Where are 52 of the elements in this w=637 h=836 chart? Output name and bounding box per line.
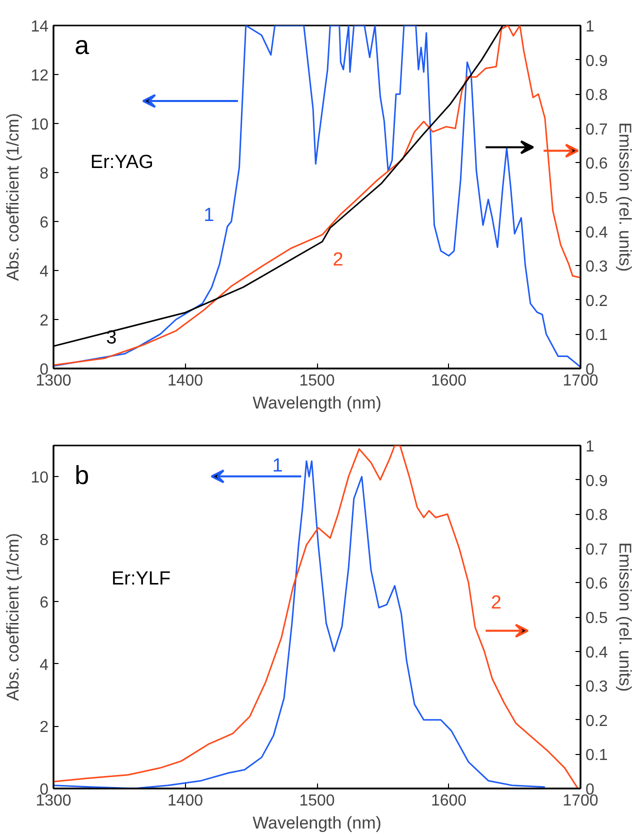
y2-tick-label: 0.3 (586, 258, 608, 276)
y-tick-label: 10 (30, 116, 49, 134)
y2-tick-label: 0.1 (586, 747, 608, 764)
x-tick-label: 1600 (430, 372, 467, 390)
annotation: a (74, 30, 90, 60)
y2-tick-label: 0.7 (586, 541, 608, 558)
y2-tick-label: 1 (586, 18, 594, 36)
x-tick-label: 1400 (167, 792, 204, 810)
x-tick-label: 1500 (299, 792, 335, 810)
y-axis-title: Abs. coefficient (1/cm) (4, 533, 23, 701)
y-tick-label: 6 (40, 214, 49, 232)
annotation: 2 (332, 250, 344, 271)
y2-tick-label: 0.2 (586, 292, 608, 310)
annotation: b (74, 460, 90, 490)
annotation: 1 (272, 455, 283, 476)
y2-tick-label: 0.9 (586, 472, 608, 490)
y2-tick-label: 0.2 (586, 712, 608, 730)
y2-tick-label: 0.5 (586, 190, 608, 207)
x-tick-label: 1400 (167, 372, 204, 390)
y2-tick-label: 0.6 (586, 156, 608, 173)
y-tick-label: 2 (40, 312, 49, 330)
x-tick-label: 1600 (430, 792, 467, 810)
y-tick-label: 8 (40, 166, 49, 182)
y-tick-label: 6 (40, 594, 49, 612)
y-tick-label: 14 (30, 18, 49, 36)
x-axis-title: Wavelength (nm) (252, 394, 382, 412)
y2-tick-label: 0.4 (586, 644, 608, 662)
y2-tick-label: 0.1 (586, 327, 608, 344)
y2-tick-label: 0.8 (586, 507, 608, 524)
y-tick-label: 12 (30, 68, 49, 84)
y2-tick-label: 1 (586, 438, 594, 456)
y2-tick-label: 0.5 (586, 610, 608, 627)
y-tick-label: 4 (40, 264, 49, 280)
y-tick-label: 8 (40, 532, 49, 550)
y2-tick-label: 0.3 (586, 678, 608, 696)
y2-tick-label: 0.9 (586, 52, 608, 70)
x-tick-label: 1500 (299, 372, 335, 390)
y2-axis-title: Emission (rel. units) (616, 542, 635, 692)
y-axis-title: Abs. coefficient (1/cm) (4, 113, 23, 281)
y2-tick-label: 0.7 (586, 121, 608, 138)
y2-tick-label: 0.4 (586, 224, 608, 242)
y-tick-label: 10 (30, 470, 49, 487)
y2-axis-title: Emission (rel. units) (616, 122, 635, 272)
annotation: Er:YLF (111, 568, 171, 590)
y2-tick-label: 0.6 (586, 576, 608, 593)
y-tick-label: 4 (40, 656, 49, 674)
x-axis-title: Wavelength (nm) (252, 814, 382, 832)
annotation: 2 (490, 592, 502, 614)
y2-tick-label: 0.8 (586, 87, 608, 104)
y-tick-label: 2 (40, 719, 49, 736)
annotation: Er:YAG (90, 152, 154, 173)
annotation: 1 (204, 205, 214, 226)
